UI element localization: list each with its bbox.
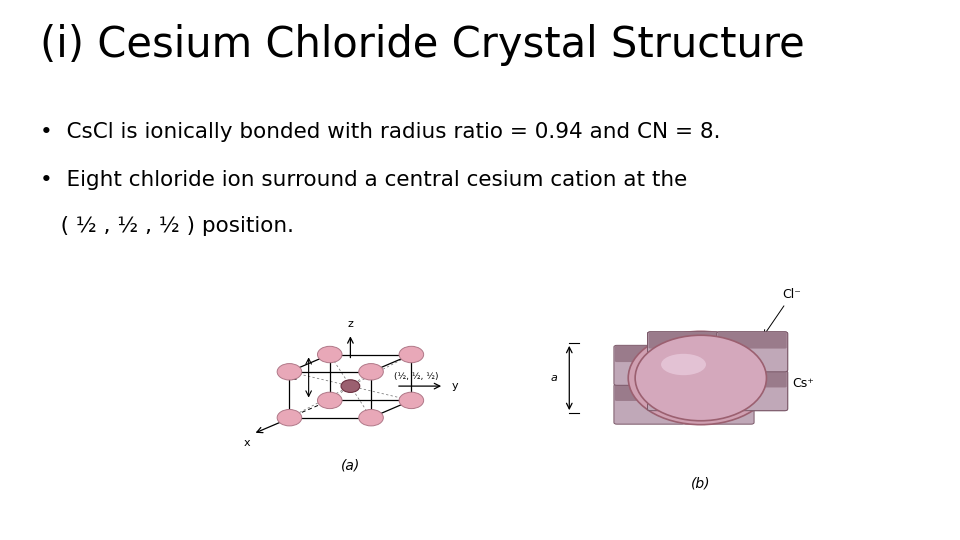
FancyBboxPatch shape (648, 332, 717, 349)
FancyBboxPatch shape (648, 372, 717, 388)
FancyBboxPatch shape (684, 346, 753, 362)
Text: y: y (451, 381, 458, 391)
Text: (a): (a) (341, 459, 360, 472)
FancyBboxPatch shape (716, 370, 787, 410)
Ellipse shape (341, 380, 360, 393)
FancyBboxPatch shape (647, 370, 718, 410)
Text: (½, ½, ½): (½, ½, ½) (394, 372, 438, 381)
Text: z: z (348, 319, 353, 329)
FancyBboxPatch shape (716, 332, 787, 372)
FancyBboxPatch shape (683, 384, 755, 424)
Ellipse shape (318, 392, 342, 409)
Text: •  CsCl is ionically bonded with radius ratio = 0.94 and CN = 8.: • CsCl is ionically bonded with radius r… (40, 122, 721, 141)
FancyBboxPatch shape (648, 372, 717, 388)
Ellipse shape (359, 409, 383, 426)
FancyBboxPatch shape (647, 332, 718, 372)
FancyBboxPatch shape (614, 384, 684, 401)
FancyBboxPatch shape (647, 370, 718, 410)
Text: •  Eight chloride ion surround a central cesium cation at the: • Eight chloride ion surround a central … (40, 170, 687, 190)
FancyBboxPatch shape (717, 332, 786, 349)
FancyBboxPatch shape (716, 370, 787, 410)
Text: a: a (551, 373, 558, 383)
Ellipse shape (318, 346, 342, 363)
FancyBboxPatch shape (717, 372, 786, 388)
FancyBboxPatch shape (717, 332, 786, 349)
Text: (i) Cesium Chloride Crystal Structure: (i) Cesium Chloride Crystal Structure (40, 24, 805, 66)
Ellipse shape (399, 392, 423, 409)
Ellipse shape (636, 335, 766, 421)
Ellipse shape (277, 409, 301, 426)
FancyBboxPatch shape (684, 384, 753, 401)
Text: Cl⁻: Cl⁻ (764, 288, 802, 335)
Ellipse shape (661, 354, 706, 375)
Ellipse shape (359, 363, 383, 380)
Text: a: a (290, 373, 298, 382)
Ellipse shape (628, 332, 774, 424)
Ellipse shape (277, 363, 301, 380)
FancyBboxPatch shape (716, 332, 787, 372)
FancyBboxPatch shape (648, 332, 717, 349)
FancyBboxPatch shape (614, 346, 684, 362)
FancyBboxPatch shape (614, 346, 685, 386)
Text: (b): (b) (691, 476, 710, 490)
FancyBboxPatch shape (717, 372, 786, 388)
Text: x: x (244, 437, 251, 448)
FancyBboxPatch shape (614, 384, 685, 424)
FancyBboxPatch shape (647, 332, 718, 372)
Text: ( ½ , ½ , ½ ) position.: ( ½ , ½ , ½ ) position. (40, 216, 295, 236)
FancyBboxPatch shape (683, 346, 755, 386)
Ellipse shape (399, 346, 423, 363)
Text: Cs⁺: Cs⁺ (763, 372, 814, 390)
